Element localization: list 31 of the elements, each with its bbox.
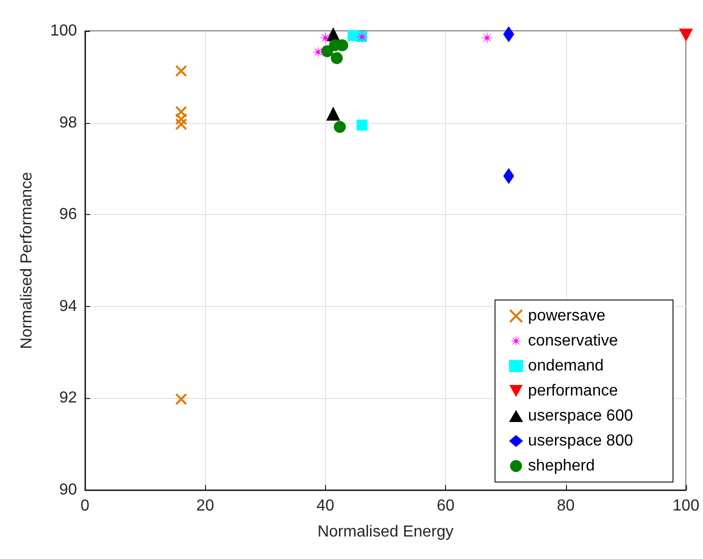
x-tick-label: 80 — [556, 498, 575, 514]
point — [326, 106, 340, 121]
x-axis-title: Normalised Energy — [317, 524, 454, 540]
x-tick-label: 0 — [80, 498, 90, 514]
y-tick-label: 100 — [50, 22, 78, 40]
y-tick-label: 94 — [59, 298, 78, 315]
y-axis-title: Normalised Performance — [18, 172, 36, 349]
point — [356, 120, 368, 131]
legend-label: powersave — [528, 308, 606, 324]
point — [175, 64, 188, 77]
x-tick-label: 40 — [316, 498, 334, 514]
point — [334, 120, 346, 133]
y-tick-label: 92 — [59, 390, 78, 407]
y-tick-label: 90 — [59, 482, 78, 498]
legend-label: conservative — [528, 332, 618, 350]
x-tick-label: 60 — [436, 498, 455, 514]
point — [312, 46, 325, 59]
legend-label: shepherd — [528, 458, 595, 474]
point — [330, 52, 343, 64]
point — [480, 31, 494, 44]
legend-label: performance — [528, 382, 618, 400]
x-tick-label: 20 — [196, 498, 214, 514]
legend-label: ondemand — [528, 358, 604, 374]
point — [318, 31, 332, 44]
y-tick-label: 98 — [59, 114, 78, 132]
point — [679, 28, 693, 42]
legend-label: userspace 600 — [528, 408, 634, 424]
point — [175, 393, 188, 406]
legend-label: userspace 800 — [528, 432, 634, 450]
x-tick-label: 100 — [672, 498, 700, 514]
y-tick-label: 96 — [59, 206, 78, 224]
